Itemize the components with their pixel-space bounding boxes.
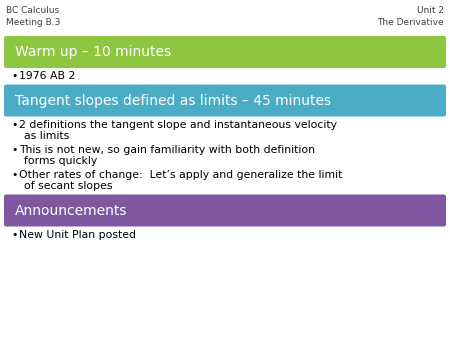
Text: BC Calculus: BC Calculus <box>6 6 59 15</box>
Text: Meeting B.3: Meeting B.3 <box>6 18 60 27</box>
Text: 2 definitions the tangent slope and instantaneous velocity: 2 definitions the tangent slope and inst… <box>19 120 337 129</box>
Text: Warm up – 10 minutes: Warm up – 10 minutes <box>15 45 171 59</box>
Text: as limits: as limits <box>24 131 69 141</box>
Text: Announcements: Announcements <box>15 203 127 217</box>
FancyBboxPatch shape <box>4 84 446 117</box>
FancyBboxPatch shape <box>4 194 446 226</box>
Text: •: • <box>11 230 18 240</box>
Text: •: • <box>11 120 18 129</box>
Text: •: • <box>11 169 18 179</box>
Text: •: • <box>11 145 18 154</box>
FancyBboxPatch shape <box>4 36 446 68</box>
Text: The Derivative: The Derivative <box>378 18 444 27</box>
Text: •: • <box>11 71 18 81</box>
Text: 1976 AB 2: 1976 AB 2 <box>19 71 76 81</box>
Text: Tangent slopes defined as limits – 45 minutes: Tangent slopes defined as limits – 45 mi… <box>15 94 331 107</box>
Text: New Unit Plan posted: New Unit Plan posted <box>19 230 136 240</box>
Text: Other rates of change:  Let’s apply and generalize the limit: Other rates of change: Let’s apply and g… <box>19 169 342 179</box>
Text: Unit 2: Unit 2 <box>417 6 444 15</box>
Text: This is not new, so gain familiarity with both definition: This is not new, so gain familiarity wit… <box>19 145 315 154</box>
Text: of secant slopes: of secant slopes <box>24 181 112 191</box>
Text: forms quickly: forms quickly <box>24 156 97 166</box>
